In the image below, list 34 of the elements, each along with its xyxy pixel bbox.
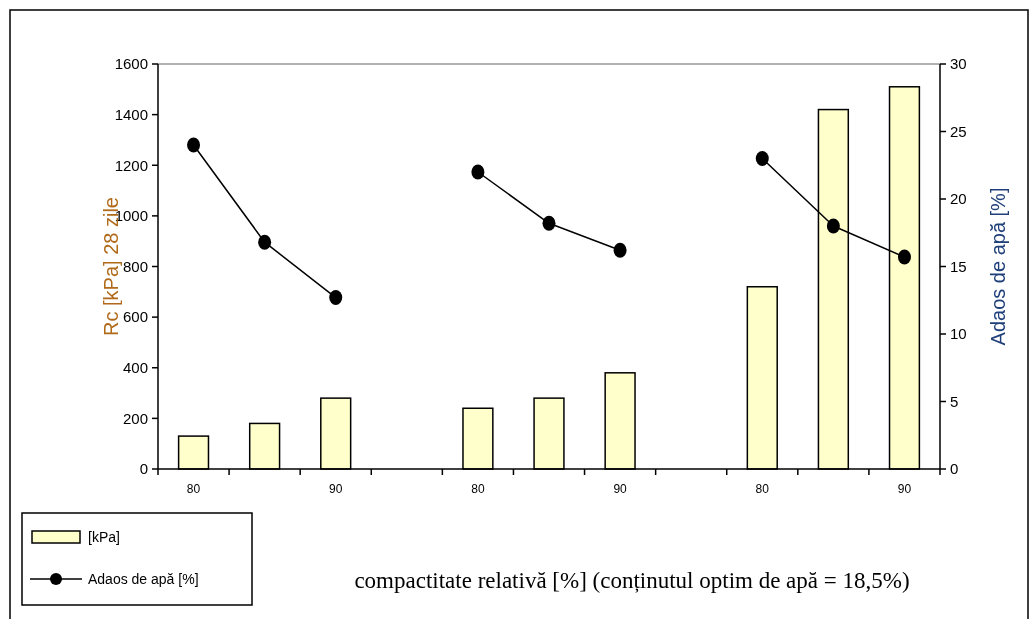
y2-tick-label: 30 bbox=[950, 55, 967, 73]
y-tick-label: 1400 bbox=[114, 105, 148, 123]
y2-tick-label: 5 bbox=[950, 392, 959, 410]
x-tick-label: 80 bbox=[755, 482, 770, 496]
legend-label: Adaos de apă [%] bbox=[88, 570, 199, 587]
y2-tick-label: 15 bbox=[950, 257, 967, 275]
x-tick-label: 80 bbox=[186, 482, 201, 496]
y2-tick-label: 20 bbox=[950, 190, 967, 208]
point bbox=[258, 234, 272, 250]
legend-label: [kPa] bbox=[88, 528, 120, 545]
point bbox=[613, 242, 627, 258]
x-tick-label: 90 bbox=[613, 482, 628, 496]
y-tick-label: 400 bbox=[122, 359, 148, 376]
y-tick-label: 1600 bbox=[114, 55, 148, 73]
point bbox=[187, 137, 201, 153]
point bbox=[897, 249, 911, 265]
y-tick-label: 200 bbox=[122, 409, 148, 427]
y-tick-label: 600 bbox=[122, 308, 148, 326]
y2-tick-label: 0 bbox=[950, 460, 959, 478]
y-tick-label: 1200 bbox=[114, 156, 148, 174]
point bbox=[471, 164, 485, 180]
point bbox=[329, 290, 343, 306]
x-axis-title: compactitate relativă [%] (conținutul optim de apă = 18,5%) bbox=[354, 568, 910, 593]
x-tick-label: 90 bbox=[897, 482, 912, 496]
y-tick-label: 0 bbox=[139, 460, 148, 478]
y2-tick-label: 10 bbox=[950, 325, 967, 343]
point bbox=[755, 151, 769, 166]
y2-tick-label: 25 bbox=[950, 122, 967, 140]
point bbox=[542, 215, 556, 231]
point bbox=[826, 218, 840, 234]
x-tick-label: 80 bbox=[471, 482, 485, 496]
y-tick-label: 800 bbox=[122, 257, 148, 275]
x-tick-label: 90 bbox=[329, 482, 343, 496]
y2-axis-title: Adaos de apă [%] bbox=[987, 187, 1009, 346]
